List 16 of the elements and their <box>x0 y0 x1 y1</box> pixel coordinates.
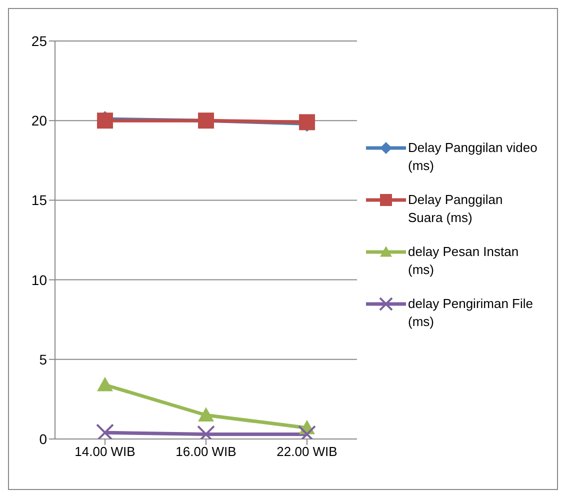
y-tick-label: 10 <box>31 272 48 288</box>
y-tick-label: 0 <box>39 430 48 447</box>
legend-label: Delay Panggilan Suara (ms) <box>408 191 504 227</box>
y-tick-label: 25 <box>31 32 48 49</box>
y-tick-label: 20 <box>31 112 48 129</box>
point <box>96 424 114 439</box>
point <box>97 376 113 392</box>
legend-label: delay Pesan Instan (ms) <box>408 243 520 279</box>
y-tick-label: 5 <box>39 351 48 368</box>
point <box>198 407 214 422</box>
x-tick-label: 16.00 WIB <box>176 444 236 460</box>
legend-label: delay Pengiriman File (ms) <box>408 295 534 331</box>
x-tick-label: 22.00 WIB <box>276 444 338 460</box>
legend-label: Delay Panggilan video (ms) <box>408 139 538 175</box>
x-tick-label: 14.00 WIB <box>74 444 136 460</box>
y-tick-label: 15 <box>31 192 48 208</box>
